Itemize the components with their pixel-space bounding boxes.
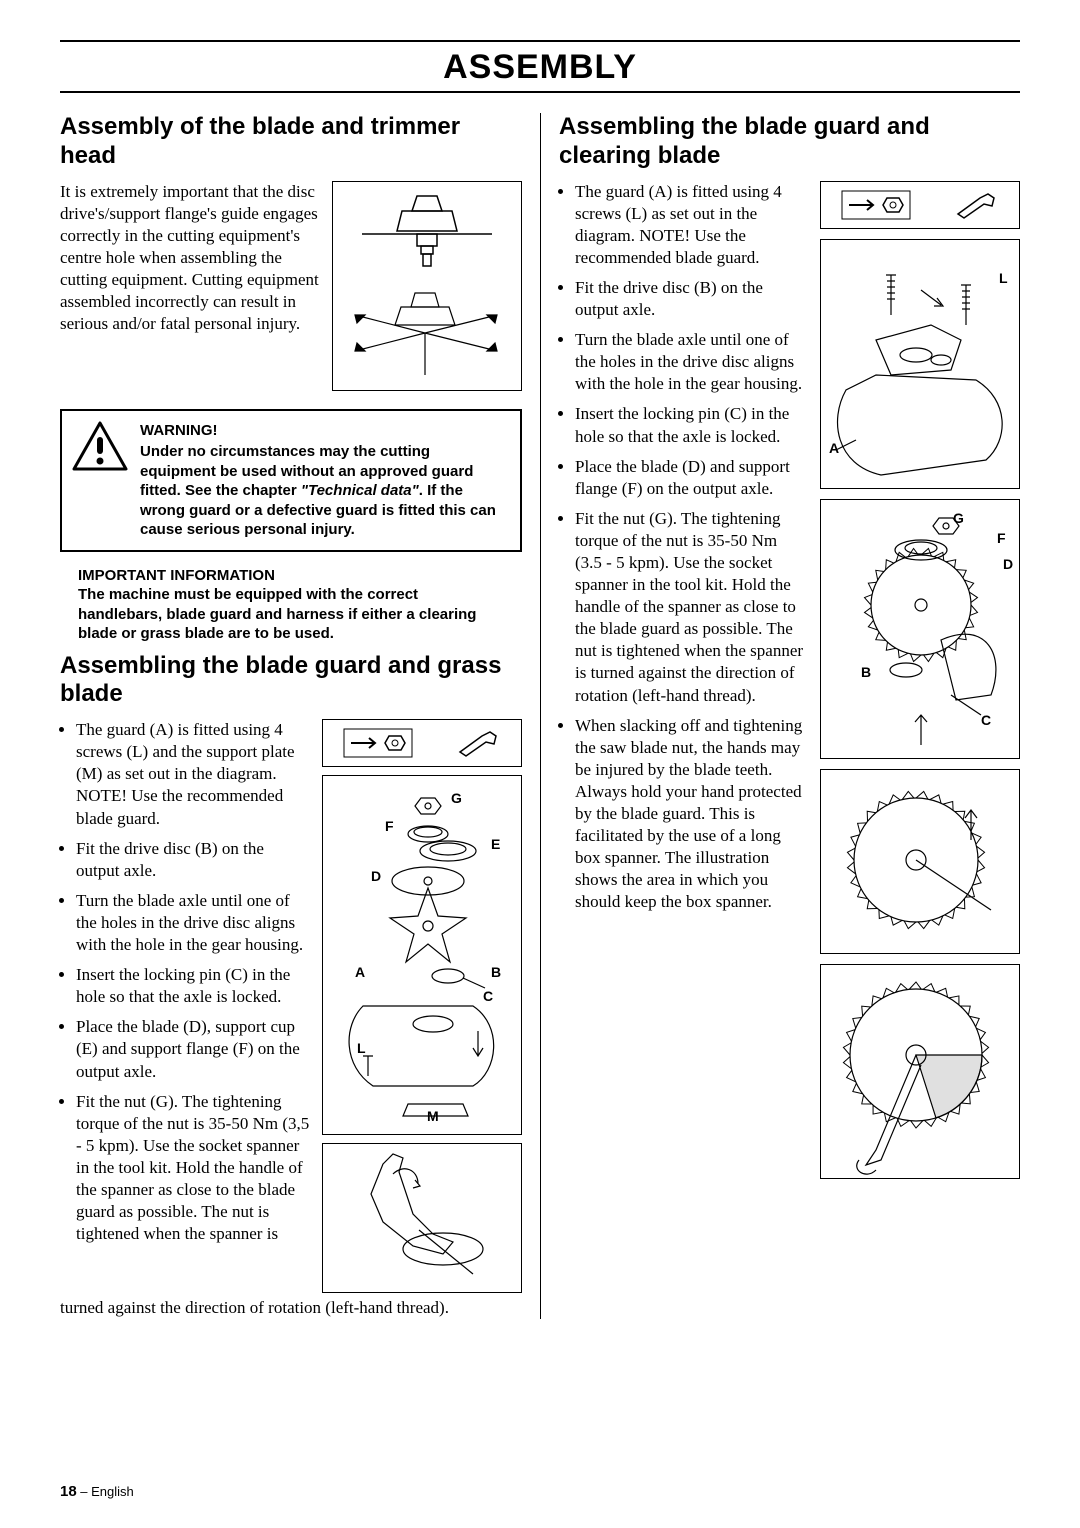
label-C: C	[483, 988, 493, 1004]
intro-paragraph: It is extremely important that the disc …	[60, 181, 320, 391]
grass-blade-exploded-icon	[323, 776, 521, 1134]
list-item: Place the blade (D) and support flange (…	[575, 456, 808, 500]
gearhead-side-view-icon	[347, 186, 507, 276]
warning-triangle-icon	[72, 421, 128, 471]
clearing-blade-row: The guard (A) is fitted using 4 screws (…	[559, 181, 1020, 1179]
list-item: The guard (A) is fitted using 4 screws (…	[575, 181, 808, 269]
grass-blade-bullets: The guard (A) is fitted using 4 screws (…	[60, 719, 310, 1293]
grass-blade-exploded-figure: G F E D A B C L M	[322, 775, 522, 1135]
continuation-text: turned against the direction of rotation…	[60, 1297, 522, 1319]
arrow-nut-icon	[343, 728, 413, 758]
arrow-nut-icon	[841, 190, 911, 220]
safe-zone-figure	[820, 964, 1020, 1179]
list-item: Turn the blade axle until one of the hol…	[575, 329, 808, 395]
clearing-blade-bullets: The guard (A) is fitted using 4 screws (…	[559, 181, 808, 1179]
list-item: Turn the blade axle until one of the hol…	[76, 890, 310, 956]
footer-lang: – English	[77, 1484, 134, 1499]
list-item: Fit the nut (G). The tightening torque o…	[76, 1091, 310, 1246]
list-item: Fit the drive disc (B) on the output axl…	[76, 838, 310, 882]
warning-box: WARNING! Under no circumstances may the …	[60, 409, 522, 552]
list-item: Fit the drive disc (B) on the output axl…	[575, 277, 808, 321]
trimmer-head-figure	[332, 181, 522, 391]
right-column: Assembling the blade guard and clearing …	[540, 113, 1020, 1319]
guard-screws-figure: L A	[820, 239, 1020, 489]
important-body: The machine must be equipped with the co…	[78, 585, 504, 644]
intro-row: It is extremely important that the disc …	[60, 181, 522, 391]
warning-text: WARNING! Under no circumstances may the …	[140, 421, 508, 540]
clearing-blade-exploded-figure: G F D B C	[820, 499, 1020, 759]
important-information: IMPORTANT INFORMATION The machine must b…	[60, 552, 522, 652]
label-B: B	[491, 964, 501, 980]
spanner-hold-figure	[322, 1143, 522, 1293]
label-F: F	[385, 818, 394, 834]
tool-callout-figure	[322, 719, 522, 767]
page-number: 18	[60, 1483, 77, 1500]
hand-spanner-icon	[323, 1144, 521, 1292]
content-columns: Assembly of the blade and trimmer head I…	[60, 113, 1020, 1319]
warning-tech: "Technical data"	[301, 482, 419, 499]
warning-title: WARNING!	[140, 421, 508, 441]
important-title: IMPORTANT INFORMATION	[78, 566, 504, 586]
right-heading: Assembling the blade guard and clearing …	[559, 113, 1020, 171]
top-rule	[60, 40, 1020, 42]
left-column: Assembly of the blade and trimmer head I…	[60, 113, 540, 1319]
list-item: Fit the nut (G). The tightening torque o…	[575, 508, 808, 707]
list-item: Insert the locking pin (C) in the hole s…	[575, 403, 808, 447]
grass-blade-figures: G F E D A B C L M	[322, 719, 522, 1293]
spanner-icon	[950, 188, 1000, 222]
tool-callout-figure-right	[820, 181, 1020, 229]
list-item: Insert the locking pin (C) in the hole s…	[76, 964, 310, 1008]
list-item: The guard (A) is fitted using 4 screws (…	[76, 719, 310, 829]
label-D: D	[1003, 556, 1013, 572]
label-G: G	[953, 510, 964, 526]
gearhead-blade-view-icon	[337, 285, 517, 385]
left-heading-1: Assembly of the blade and trimmer head	[60, 113, 522, 171]
left-heading-2: Assembling the blade guard and grass bla…	[60, 652, 522, 710]
list-item: Place the blade (D), support cup (E) and…	[76, 1016, 310, 1082]
blade-tighten-icon	[821, 770, 1019, 953]
label-A: A	[355, 964, 365, 980]
label-L: L	[357, 1040, 366, 1056]
label-D: D	[371, 868, 381, 884]
label-F: F	[997, 530, 1006, 546]
page-footer: 18 – English	[60, 1483, 134, 1500]
clearing-blade-figures: L A	[820, 181, 1020, 1179]
label-B: B	[861, 664, 871, 680]
list-item: When slacking off and tightening the saw…	[575, 715, 808, 914]
tightening-figure	[820, 769, 1020, 954]
guard-screws-icon	[821, 240, 1019, 488]
label-E: E	[491, 836, 500, 852]
label-A: A	[829, 440, 839, 456]
safe-zone-icon	[821, 965, 1019, 1178]
label-C: C	[981, 712, 991, 728]
label-L: L	[999, 270, 1008, 286]
label-G: G	[451, 790, 462, 806]
grass-blade-row: The guard (A) is fitted using 4 screws (…	[60, 719, 522, 1293]
label-M: M	[427, 1108, 439, 1124]
page-title: ASSEMBLY	[60, 46, 1020, 93]
spanner-icon	[452, 726, 502, 760]
